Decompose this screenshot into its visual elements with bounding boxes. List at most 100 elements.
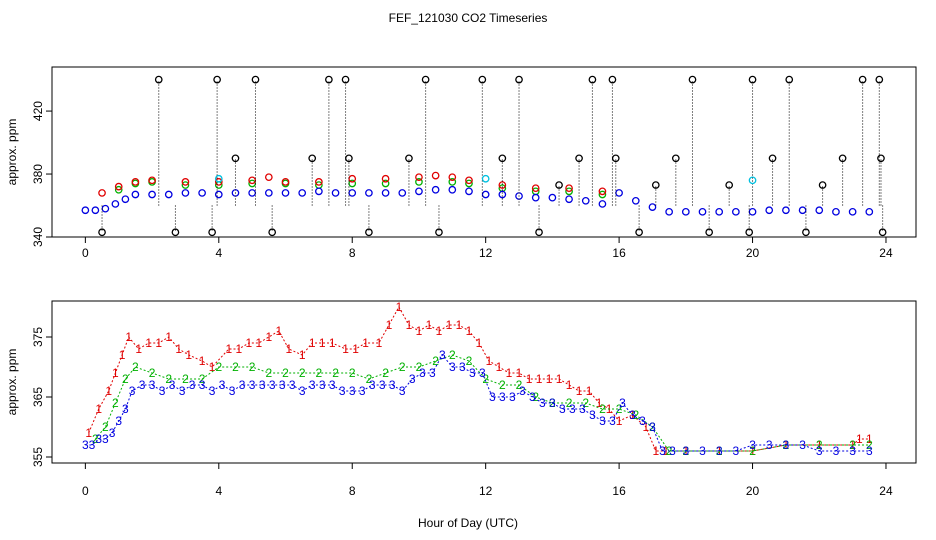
data-point	[608, 75, 617, 84]
data-point-1: 1	[299, 348, 306, 362]
panel-1-frame	[51, 66, 917, 238]
data-point-1: 1	[125, 330, 132, 344]
data-point	[281, 189, 290, 197]
data-point	[531, 184, 540, 193]
data-point-2: 2	[282, 366, 289, 380]
data-point-2: 2	[399, 360, 406, 374]
y-tick-label: 380	[31, 164, 45, 184]
data-point-3: 3	[439, 348, 446, 362]
data-point-1: 1	[165, 330, 172, 344]
data-point-3: 3	[102, 432, 109, 446]
data-point-3: 3	[199, 378, 206, 392]
data-point	[114, 182, 123, 191]
data-point-1: 1	[175, 342, 182, 356]
data-point-1: 1	[209, 360, 216, 374]
data-point-2: 2	[232, 360, 239, 374]
data-point	[415, 173, 423, 182]
x-tick-label: 8	[349, 484, 356, 498]
data-point-2: 2	[149, 366, 156, 380]
y-tick-label: 375	[31, 327, 45, 347]
data-point-2: 2	[316, 366, 323, 380]
data-point	[768, 154, 777, 163]
data-point-3: 3	[389, 378, 396, 392]
data-point-1: 1	[155, 336, 162, 350]
data-point-3: 3	[82, 438, 89, 452]
data-point-3: 3	[429, 366, 436, 380]
data-point	[198, 189, 206, 197]
panel-1-x-axis: 0 4 8 12 16 20 24	[82, 237, 893, 260]
data-point-1: 1	[486, 354, 493, 368]
data-point-2: 2	[199, 372, 206, 386]
data-point	[611, 154, 620, 163]
data-point-2: 2	[249, 360, 256, 374]
data-point	[615, 189, 623, 197]
data-point	[114, 185, 123, 194]
data-point	[121, 195, 130, 204]
data-point-1: 1	[576, 384, 583, 398]
data-point	[365, 228, 373, 237]
data-point	[555, 181, 563, 189]
data-point-3: 3	[659, 444, 666, 458]
data-point-3: 3	[209, 384, 216, 398]
data-point-2: 2	[265, 366, 272, 380]
data-point-3: 3	[519, 384, 526, 398]
data-point	[481, 190, 490, 199]
y-tick-label: 420	[31, 101, 45, 121]
data-point-3: 3	[569, 402, 576, 416]
data-point	[838, 154, 847, 163]
data-point-3: 3	[699, 444, 706, 458]
data-point-2: 2	[349, 366, 356, 380]
data-point	[565, 187, 573, 196]
data-point-3: 3	[369, 378, 376, 392]
data-point	[381, 179, 390, 188]
y-tick-label: 355	[31, 447, 45, 467]
data-point	[465, 176, 473, 185]
data-point	[154, 75, 163, 84]
data-point-3: 3	[539, 396, 546, 410]
data-point	[231, 154, 240, 163]
data-point	[208, 228, 216, 237]
data-point-2: 2	[816, 438, 823, 452]
x-tick-label: 12	[479, 484, 493, 498]
data-point	[415, 187, 423, 196]
series-line-3	[85, 354, 870, 452]
data-point	[565, 195, 573, 204]
data-point	[398, 189, 407, 197]
data-point	[381, 189, 390, 197]
data-point-2: 2	[783, 438, 790, 452]
data-point	[98, 228, 106, 237]
data-point-3: 3	[549, 396, 556, 410]
data-point	[748, 207, 757, 216]
data-point	[481, 174, 490, 183]
data-point-3: 3	[89, 438, 96, 452]
data-point-3: 3	[289, 378, 296, 392]
data-point-3: 3	[169, 378, 176, 392]
data-point-3: 3	[766, 438, 773, 452]
data-point-1: 1	[286, 342, 293, 356]
data-point	[782, 206, 790, 215]
data-point	[798, 206, 807, 215]
data-point-3: 3	[579, 402, 586, 416]
data-point-2: 2	[102, 420, 109, 434]
data-point-3: 3	[179, 384, 186, 398]
data-point	[832, 207, 840, 216]
data-point-1: 1	[105, 384, 112, 398]
data-point-1: 1	[616, 414, 623, 428]
data-point-3: 3	[339, 384, 346, 398]
data-point-3: 3	[309, 378, 316, 392]
data-point	[345, 154, 353, 163]
data-point-3: 3	[649, 420, 656, 434]
data-point-1: 1	[235, 342, 242, 356]
panel-2-x-axis: 0 4 8 12 16 20 24	[82, 463, 893, 498]
data-point	[725, 181, 734, 189]
data-point	[341, 75, 350, 84]
x-tick-label: 0	[82, 484, 89, 498]
data-point-3: 3	[529, 390, 536, 404]
data-point	[802, 228, 810, 237]
data-point	[575, 154, 583, 163]
data-point	[315, 178, 323, 186]
data-point-3: 3	[816, 444, 823, 458]
data-point	[698, 207, 707, 216]
